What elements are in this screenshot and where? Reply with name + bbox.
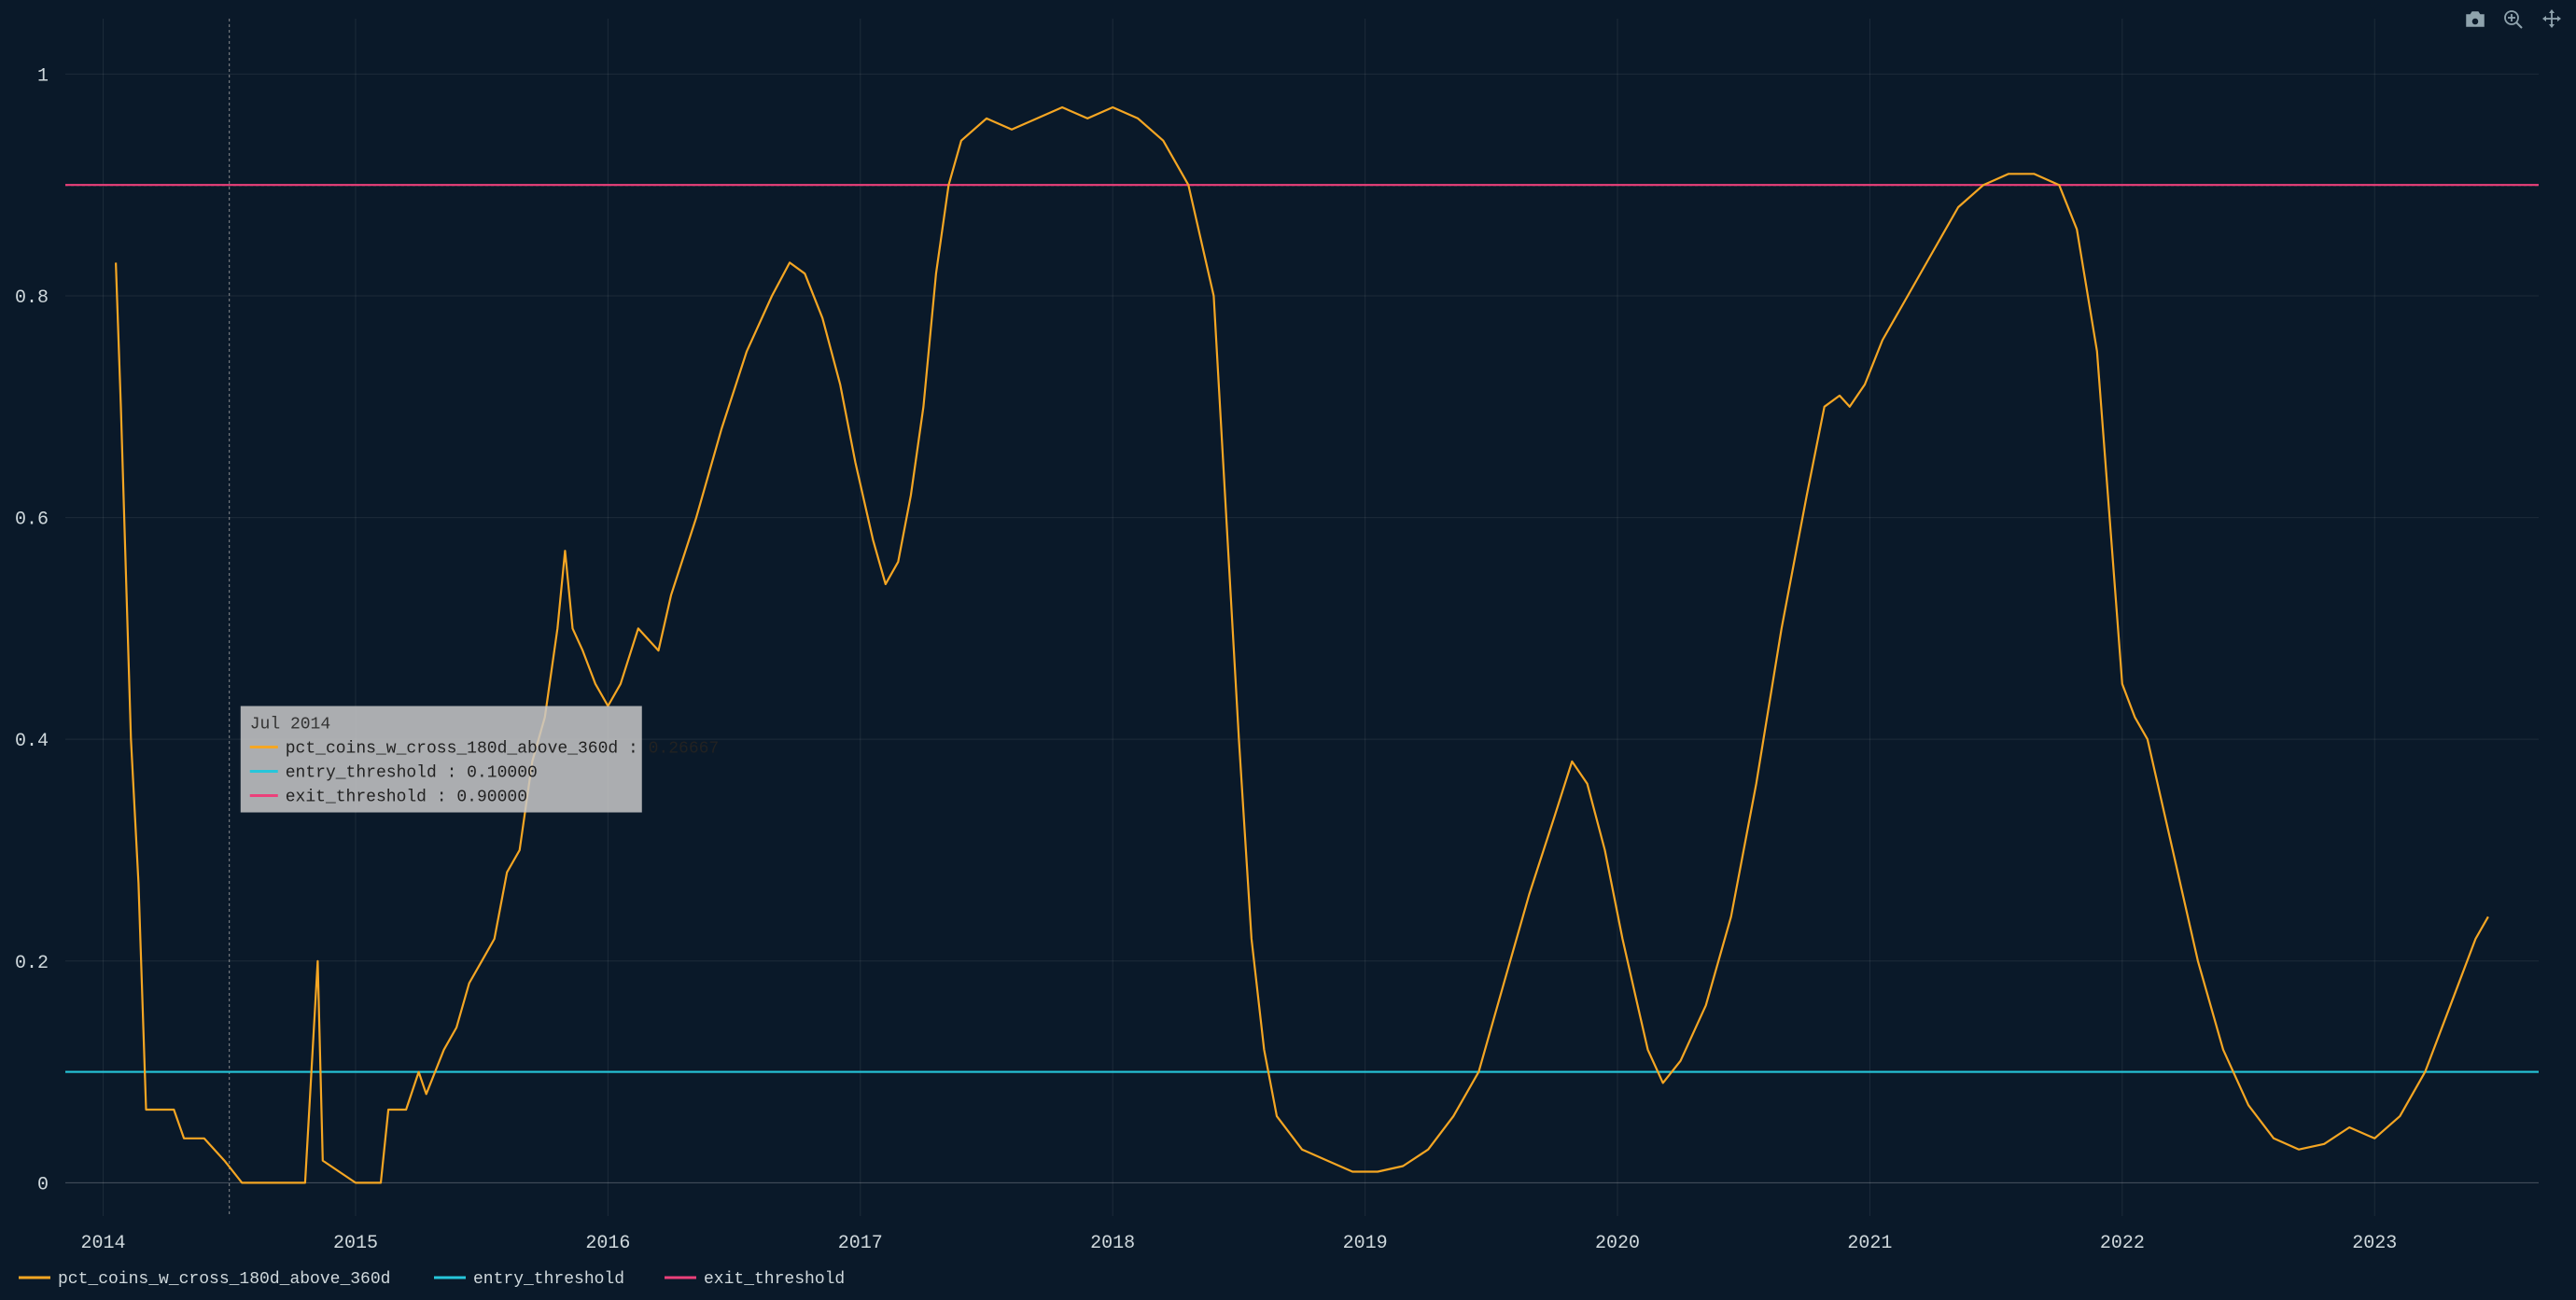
legend-item-label[interactable]: entry_threshold bbox=[473, 1270, 624, 1289]
y-tick-label: 0.4 bbox=[15, 731, 49, 752]
tooltip-row: exit_threshold : 0.90000 bbox=[286, 789, 527, 807]
x-tick-label: 2015 bbox=[333, 1233, 378, 1254]
x-tick-label: 2014 bbox=[81, 1233, 126, 1254]
x-tick-label: 2021 bbox=[1847, 1233, 1892, 1254]
legend-item-label[interactable]: pct_coins_w_cross_180d_above_360d bbox=[58, 1270, 390, 1289]
x-tick-label: 2016 bbox=[585, 1233, 630, 1254]
y-tick-label: 1 bbox=[37, 65, 49, 87]
time-series-chart[interactable]: 0 0.2 0.4 0.6 0.8 1 2014 2015 2016 2017 2018 2019 20… bbox=[0, 0, 2576, 1300]
y-tick-label: 0.2 bbox=[15, 953, 49, 974]
chart-container: 0 0.2 0.4 0.6 0.8 1 2014 2015 2016 2017 2018 2019 20… bbox=[0, 0, 2576, 1300]
y-tick-label: 0.6 bbox=[15, 510, 49, 531]
legend-item-label[interactable]: exit_threshold bbox=[704, 1270, 845, 1289]
x-tick-label: 2019 bbox=[1343, 1233, 1388, 1254]
y-tick-label: 0.8 bbox=[15, 287, 49, 309]
tooltip-row: entry_threshold : 0.10000 bbox=[286, 764, 538, 783]
tooltip-row: pct_coins_w_cross_180d_above_360d : 0.26… bbox=[286, 740, 719, 759]
y-tick-label: 0 bbox=[37, 1174, 49, 1195]
tooltip-title: Jul 2014 bbox=[250, 716, 330, 734]
x-tick-label: 2022 bbox=[2100, 1233, 2145, 1254]
x-tick-label: 2020 bbox=[1595, 1233, 1640, 1254]
x-tick-label: 2023 bbox=[2352, 1233, 2397, 1254]
x-tick-label: 2018 bbox=[1090, 1233, 1135, 1254]
x-tick-label: 2017 bbox=[838, 1233, 883, 1254]
